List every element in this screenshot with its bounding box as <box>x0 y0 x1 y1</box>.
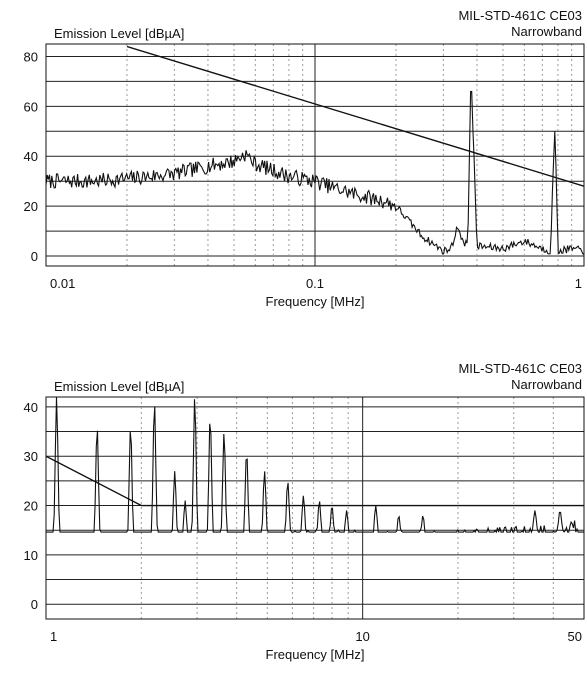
chart-title: MIL-STD-461C CE03 <box>458 8 582 23</box>
y-tick-label: 80 <box>24 49 38 64</box>
plot-grid <box>46 44 584 266</box>
y-tick-label: 0 <box>31 249 38 264</box>
y-tick-labels: 0 10 20 30 40 <box>24 400 38 612</box>
x-tick-labels: 1 10 50 <box>50 629 582 644</box>
y-tick-labels: 0 20 40 60 80 <box>24 49 38 264</box>
chart-ce03-low-band: 0 20 40 60 80 0.01 0.1 1 Emission Level [dBµA]… <box>0 0 586 320</box>
x-axis-label: Frequency [MHz] <box>266 647 365 662</box>
chart-title: MIL-STD-461C CE03 <box>458 361 582 376</box>
plot-frame <box>45 396 585 620</box>
x-tick-label: 1 <box>575 276 582 291</box>
y-tick-label: 20 <box>24 499 38 514</box>
x-tick-label: 1 <box>50 629 57 644</box>
chart-svg: 0 10 20 30 40 1 10 50 Emission Level [dBµA] MI… <box>24 361 585 662</box>
y-tick-label: 60 <box>24 99 38 114</box>
chart-subtitle: Narrowband <box>511 377 582 392</box>
x-tick-label: 0.1 <box>306 276 324 291</box>
chart-subtitle: Narrowband <box>511 24 582 39</box>
y-tick-label: 0 <box>31 597 38 612</box>
y-tick-label: 40 <box>24 149 38 164</box>
x-axis-label: Frequency [MHz] <box>266 294 365 309</box>
series-group <box>46 397 584 534</box>
limit-line <box>46 455 584 507</box>
y-tick-label: 10 <box>24 548 38 563</box>
y-axis-label: Emission Level [dBµA] <box>54 26 184 41</box>
measured-emission-line <box>46 397 584 534</box>
y-tick-label: 30 <box>24 449 38 464</box>
x-tick-label: 10 <box>355 629 369 644</box>
series-group <box>46 45 584 255</box>
chart-ce03-high-band: 0 10 20 30 40 1 10 50 Emission Level [dBµA] MI… <box>0 355 586 687</box>
x-tick-label: 0.01 <box>50 276 75 291</box>
x-tick-label: 50 <box>568 629 582 644</box>
x-tick-labels: 0.01 0.1 1 <box>50 276 582 291</box>
y-axis-label: Emission Level [dBµA] <box>54 379 184 394</box>
limit-line <box>126 45 584 187</box>
chart-svg: 0 20 40 60 80 0.01 0.1 1 Emission Level [dBµA]… <box>24 8 585 309</box>
measured-emission-line <box>46 90 584 255</box>
plot-frame <box>45 43 585 267</box>
plot-grid <box>46 397 584 619</box>
y-tick-label: 20 <box>24 199 38 214</box>
y-tick-label: 40 <box>24 400 38 415</box>
